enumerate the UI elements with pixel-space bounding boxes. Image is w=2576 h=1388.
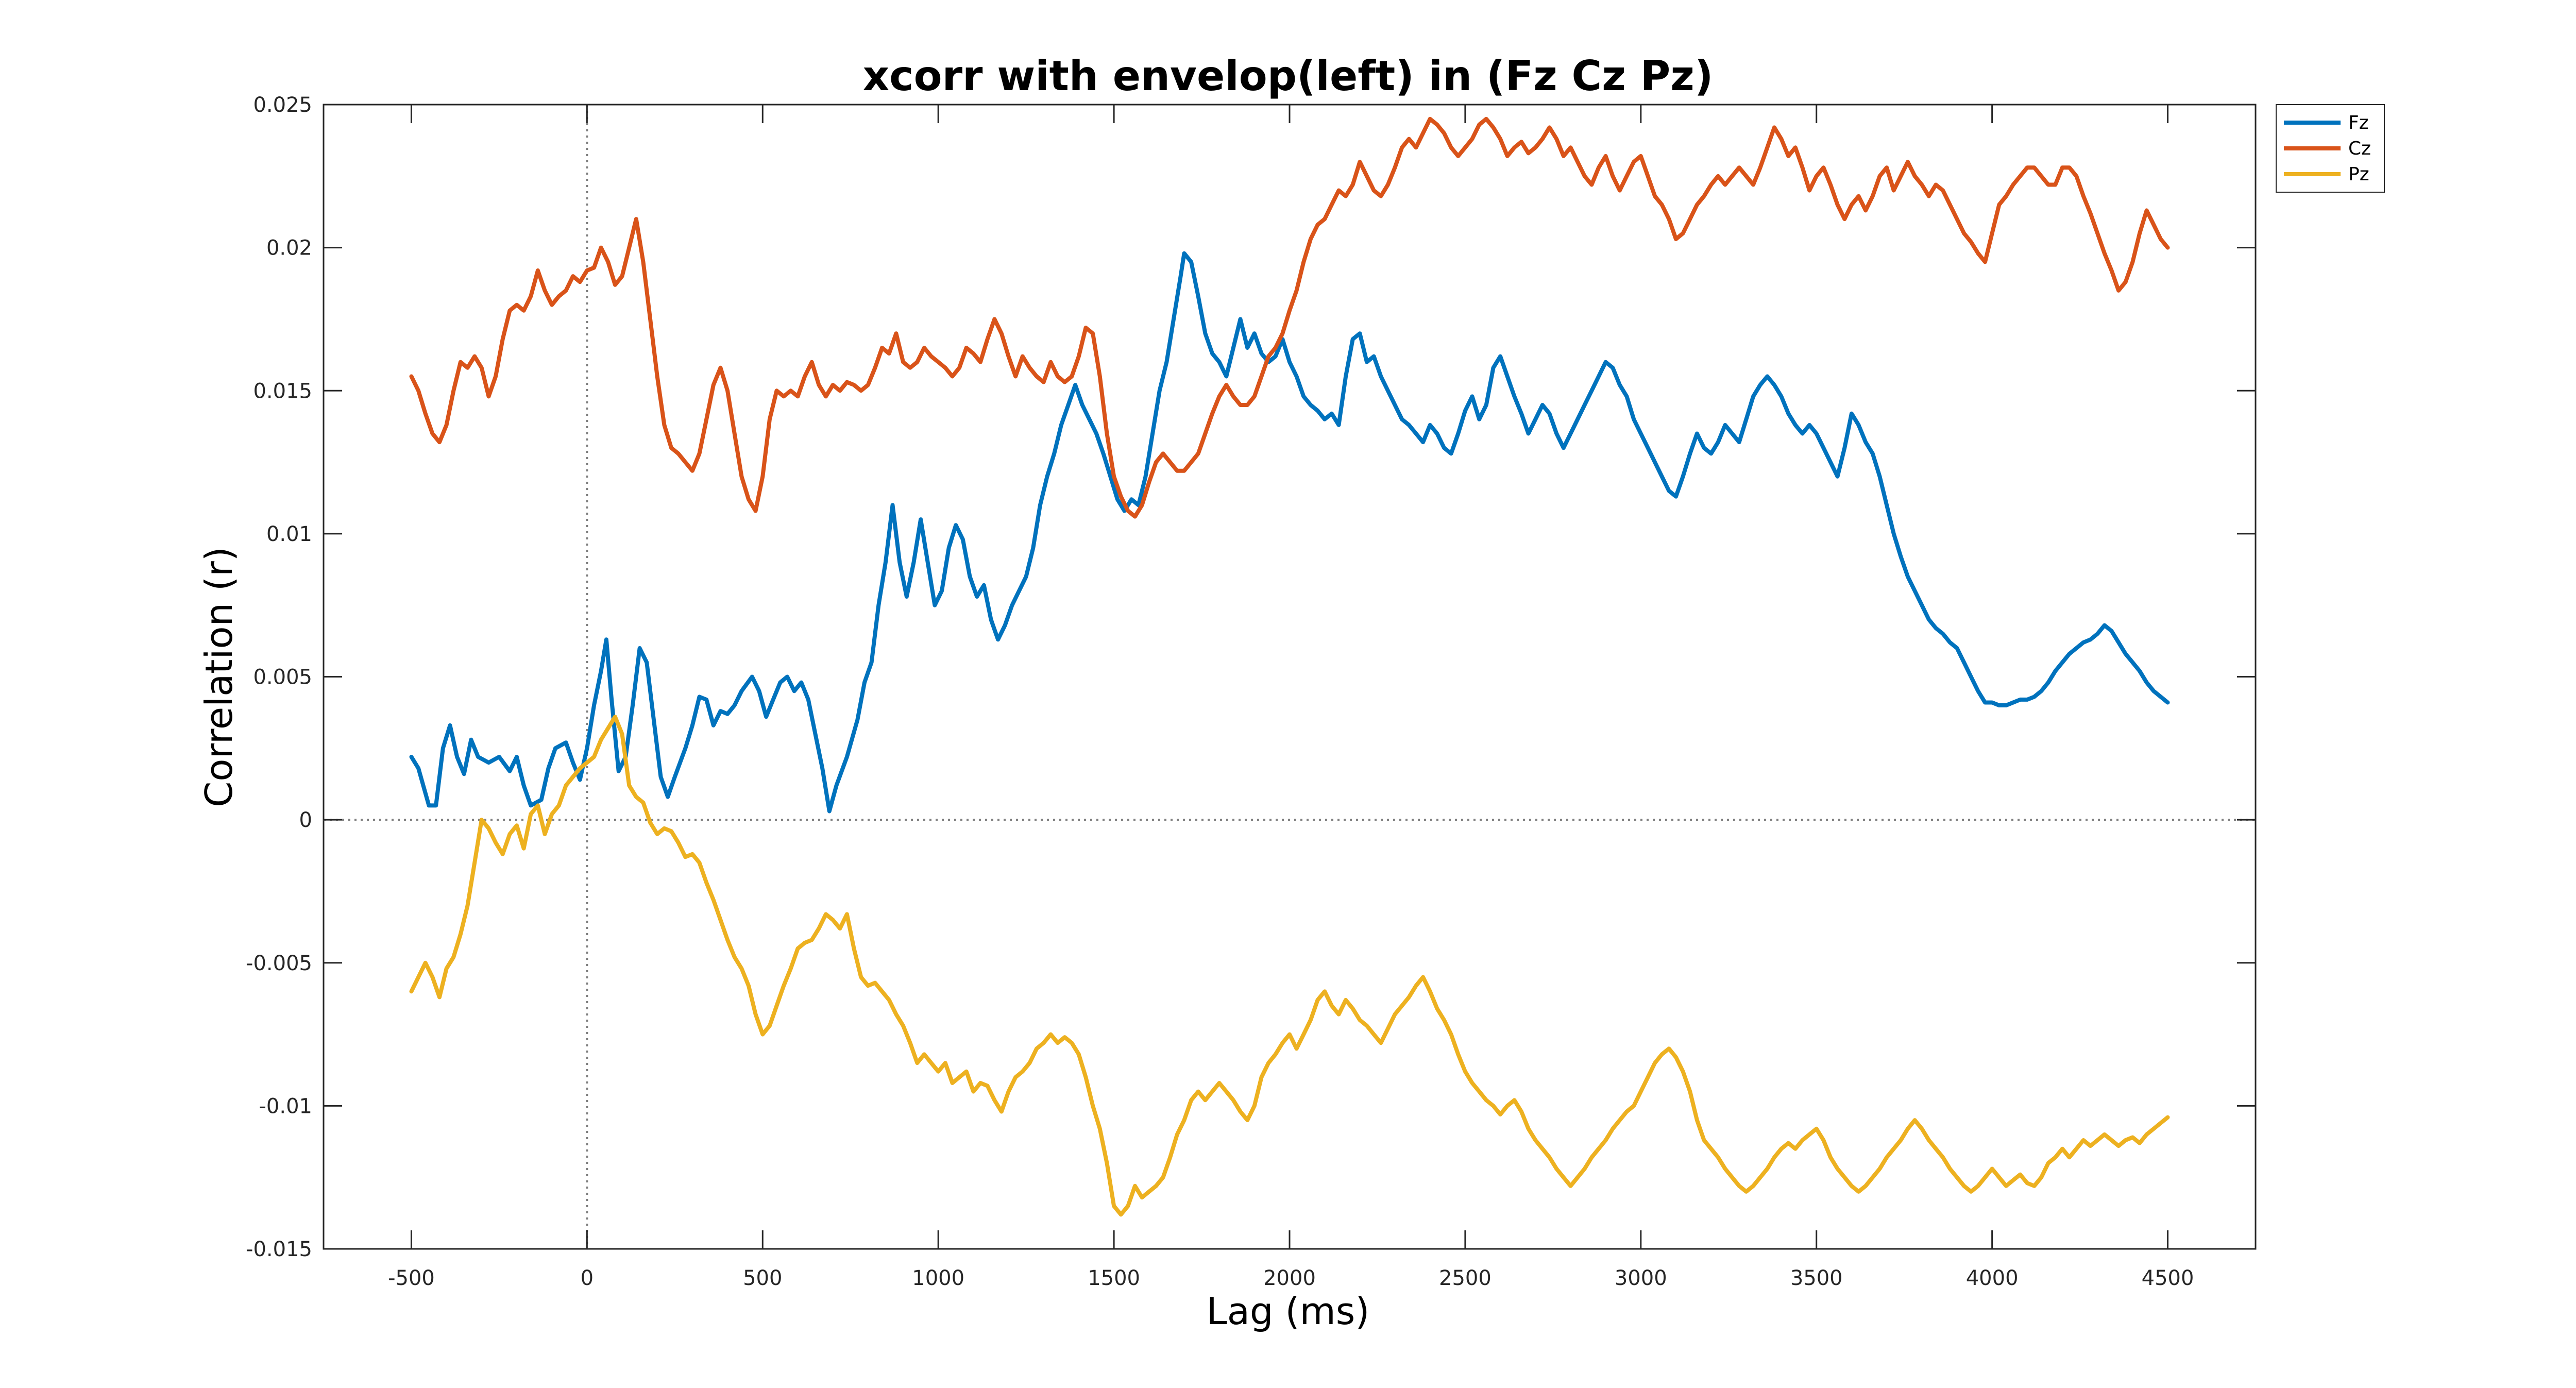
legend: Fz Cz Pz	[2276, 104, 2385, 193]
y-tick-label: -0.015	[246, 1238, 312, 1261]
x-tick-label: 4000	[1966, 1266, 2019, 1290]
legend-label-pz: Pz	[2348, 164, 2369, 185]
x-tick-label: 3500	[1790, 1266, 1843, 1290]
y-tick-label: 0	[299, 808, 312, 832]
y-tick-label: -0.01	[259, 1094, 313, 1118]
y-tick-label: 0.02	[266, 236, 312, 260]
chart-title: xcorr with envelop(left) in (Fz Cz Pz)	[863, 52, 1714, 100]
x-tick-label: 2000	[1263, 1266, 1316, 1290]
x-tick-label: 500	[743, 1266, 782, 1290]
series-line-cz	[409, 116, 2170, 519]
y-tick-label: 0.01	[266, 522, 312, 546]
series-line-fz	[409, 251, 2170, 814]
legend-label-fz: Fz	[2348, 112, 2369, 133]
x-tick-label: 2500	[1439, 1266, 1492, 1290]
plot-area: -500 0 500 1000 1500 2000 2500 3000 3500 4000 4500…	[246, 93, 2257, 1290]
x-tick-label: 3000	[1615, 1266, 1667, 1290]
y-axis-label: Correlation (r)	[197, 547, 241, 807]
x-tick-label: 4500	[2142, 1266, 2194, 1290]
x-tick-label: 1000	[912, 1266, 964, 1290]
x-axis-label: Lag (ms)	[1207, 1290, 1370, 1333]
x-tick-label: -500	[388, 1266, 435, 1290]
x-tick-label: 1500	[1088, 1266, 1140, 1290]
y-tick-label: 0.025	[253, 93, 312, 117]
y-tick-label: -0.005	[246, 952, 312, 975]
x-tick-label: 0	[581, 1266, 594, 1290]
series-line-pz	[409, 715, 2170, 1217]
legend-label-cz: Cz	[2348, 138, 2371, 159]
y-tick-label: 0.015	[253, 379, 312, 403]
y-tick-label: 0.005	[253, 666, 312, 689]
